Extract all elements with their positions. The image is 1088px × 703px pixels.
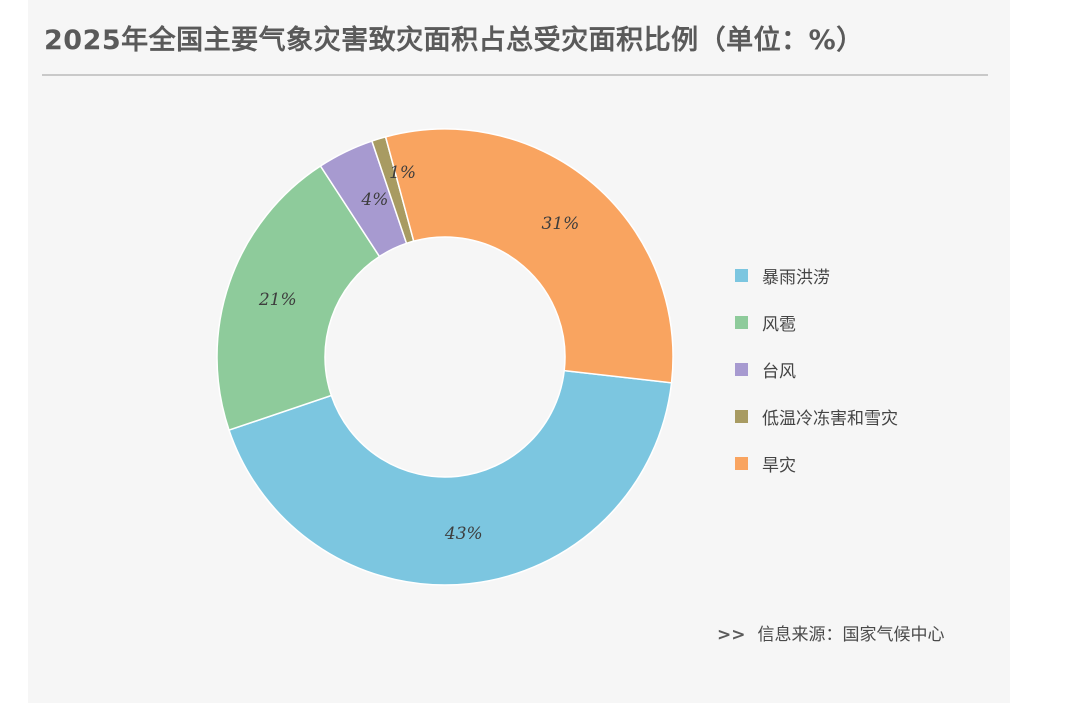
slice-label-0: 43% xyxy=(444,524,483,544)
legend-swatch xyxy=(735,457,748,470)
slice-label-1: 21% xyxy=(258,290,297,310)
source-text: 信息来源：国家气候中心 xyxy=(757,625,945,645)
title-divider xyxy=(42,74,988,76)
slice-4 xyxy=(384,128,674,384)
legend-swatch xyxy=(735,410,748,423)
legend-swatch xyxy=(735,269,748,282)
legend-label: 暴雨洪涝 xyxy=(762,268,830,288)
source-note: >> 信息来源：国家气候中心 xyxy=(717,620,997,645)
slice-1 xyxy=(216,164,381,432)
legend-item-4: 旱灾 xyxy=(735,440,975,487)
legend-item-0: 暴雨洪涝 xyxy=(735,252,975,299)
chart-panel xyxy=(28,0,1010,703)
source-arrows: >> xyxy=(717,625,746,645)
legend-label: 旱灾 xyxy=(762,456,796,476)
legend-label: 台风 xyxy=(762,362,796,382)
slice-label-2: 4% xyxy=(360,190,388,210)
slice-label-4: 31% xyxy=(542,214,580,234)
legend-item-3: 低温冷冻害和雪灾 xyxy=(735,393,975,440)
legend-label: 风雹 xyxy=(762,315,796,335)
slice-0 xyxy=(228,369,673,586)
chart-title: 2025年全国主要气象灾害致灾面积占总受灾面积比例（单位：%） xyxy=(44,25,864,56)
legend-swatch xyxy=(735,363,748,376)
legend-label: 低温冷冻害和雪灾 xyxy=(762,409,898,429)
chart-legend: 暴雨洪涝风雹台风低温冷冻害和雪灾 旱灾 xyxy=(735,252,975,487)
legend-swatch xyxy=(735,316,748,329)
slice-label-3: 1% xyxy=(389,163,416,183)
legend-item-2: 台风 xyxy=(735,346,975,393)
legend-item-1: 风雹 xyxy=(735,299,975,346)
